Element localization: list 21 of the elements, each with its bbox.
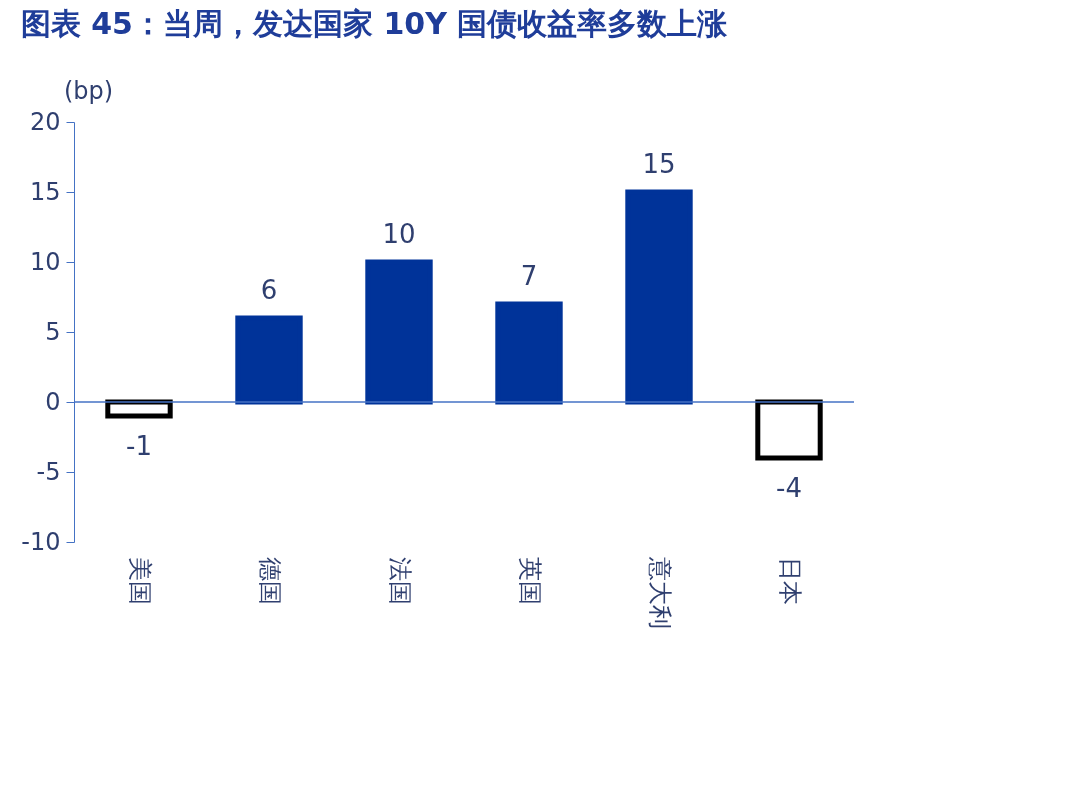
x-tick-label: 美国: [126, 556, 154, 605]
data-label: 15: [642, 149, 676, 179]
data-label: 7: [520, 261, 538, 291]
chart-title: 图表 45：当周，发达国家 10Y 国债收益率多数上涨: [20, 6, 729, 41]
y-axis-title: (bp): [64, 77, 114, 105]
x-tick-label: 意大利: [646, 555, 674, 629]
x-tick-label: 日本: [776, 556, 804, 605]
data-label: -4: [776, 473, 802, 503]
y-tick-label: 15: [29, 177, 61, 206]
y-tick-label: 20: [29, 107, 61, 136]
data-label: -1: [126, 431, 152, 461]
x-tick-label: 德国: [256, 556, 284, 605]
y-tick-label: 0: [45, 387, 61, 416]
x-tick-label: 法国: [386, 556, 414, 605]
y-tick-label: -5: [36, 457, 61, 486]
y-tick-label: 5: [45, 317, 61, 346]
y-tick-label: 10: [29, 247, 61, 276]
y-tick-label: -10: [21, 527, 61, 556]
data-label: 6: [260, 275, 278, 305]
data-label: 10: [382, 219, 416, 249]
x-tick-label: 英国: [516, 556, 544, 605]
